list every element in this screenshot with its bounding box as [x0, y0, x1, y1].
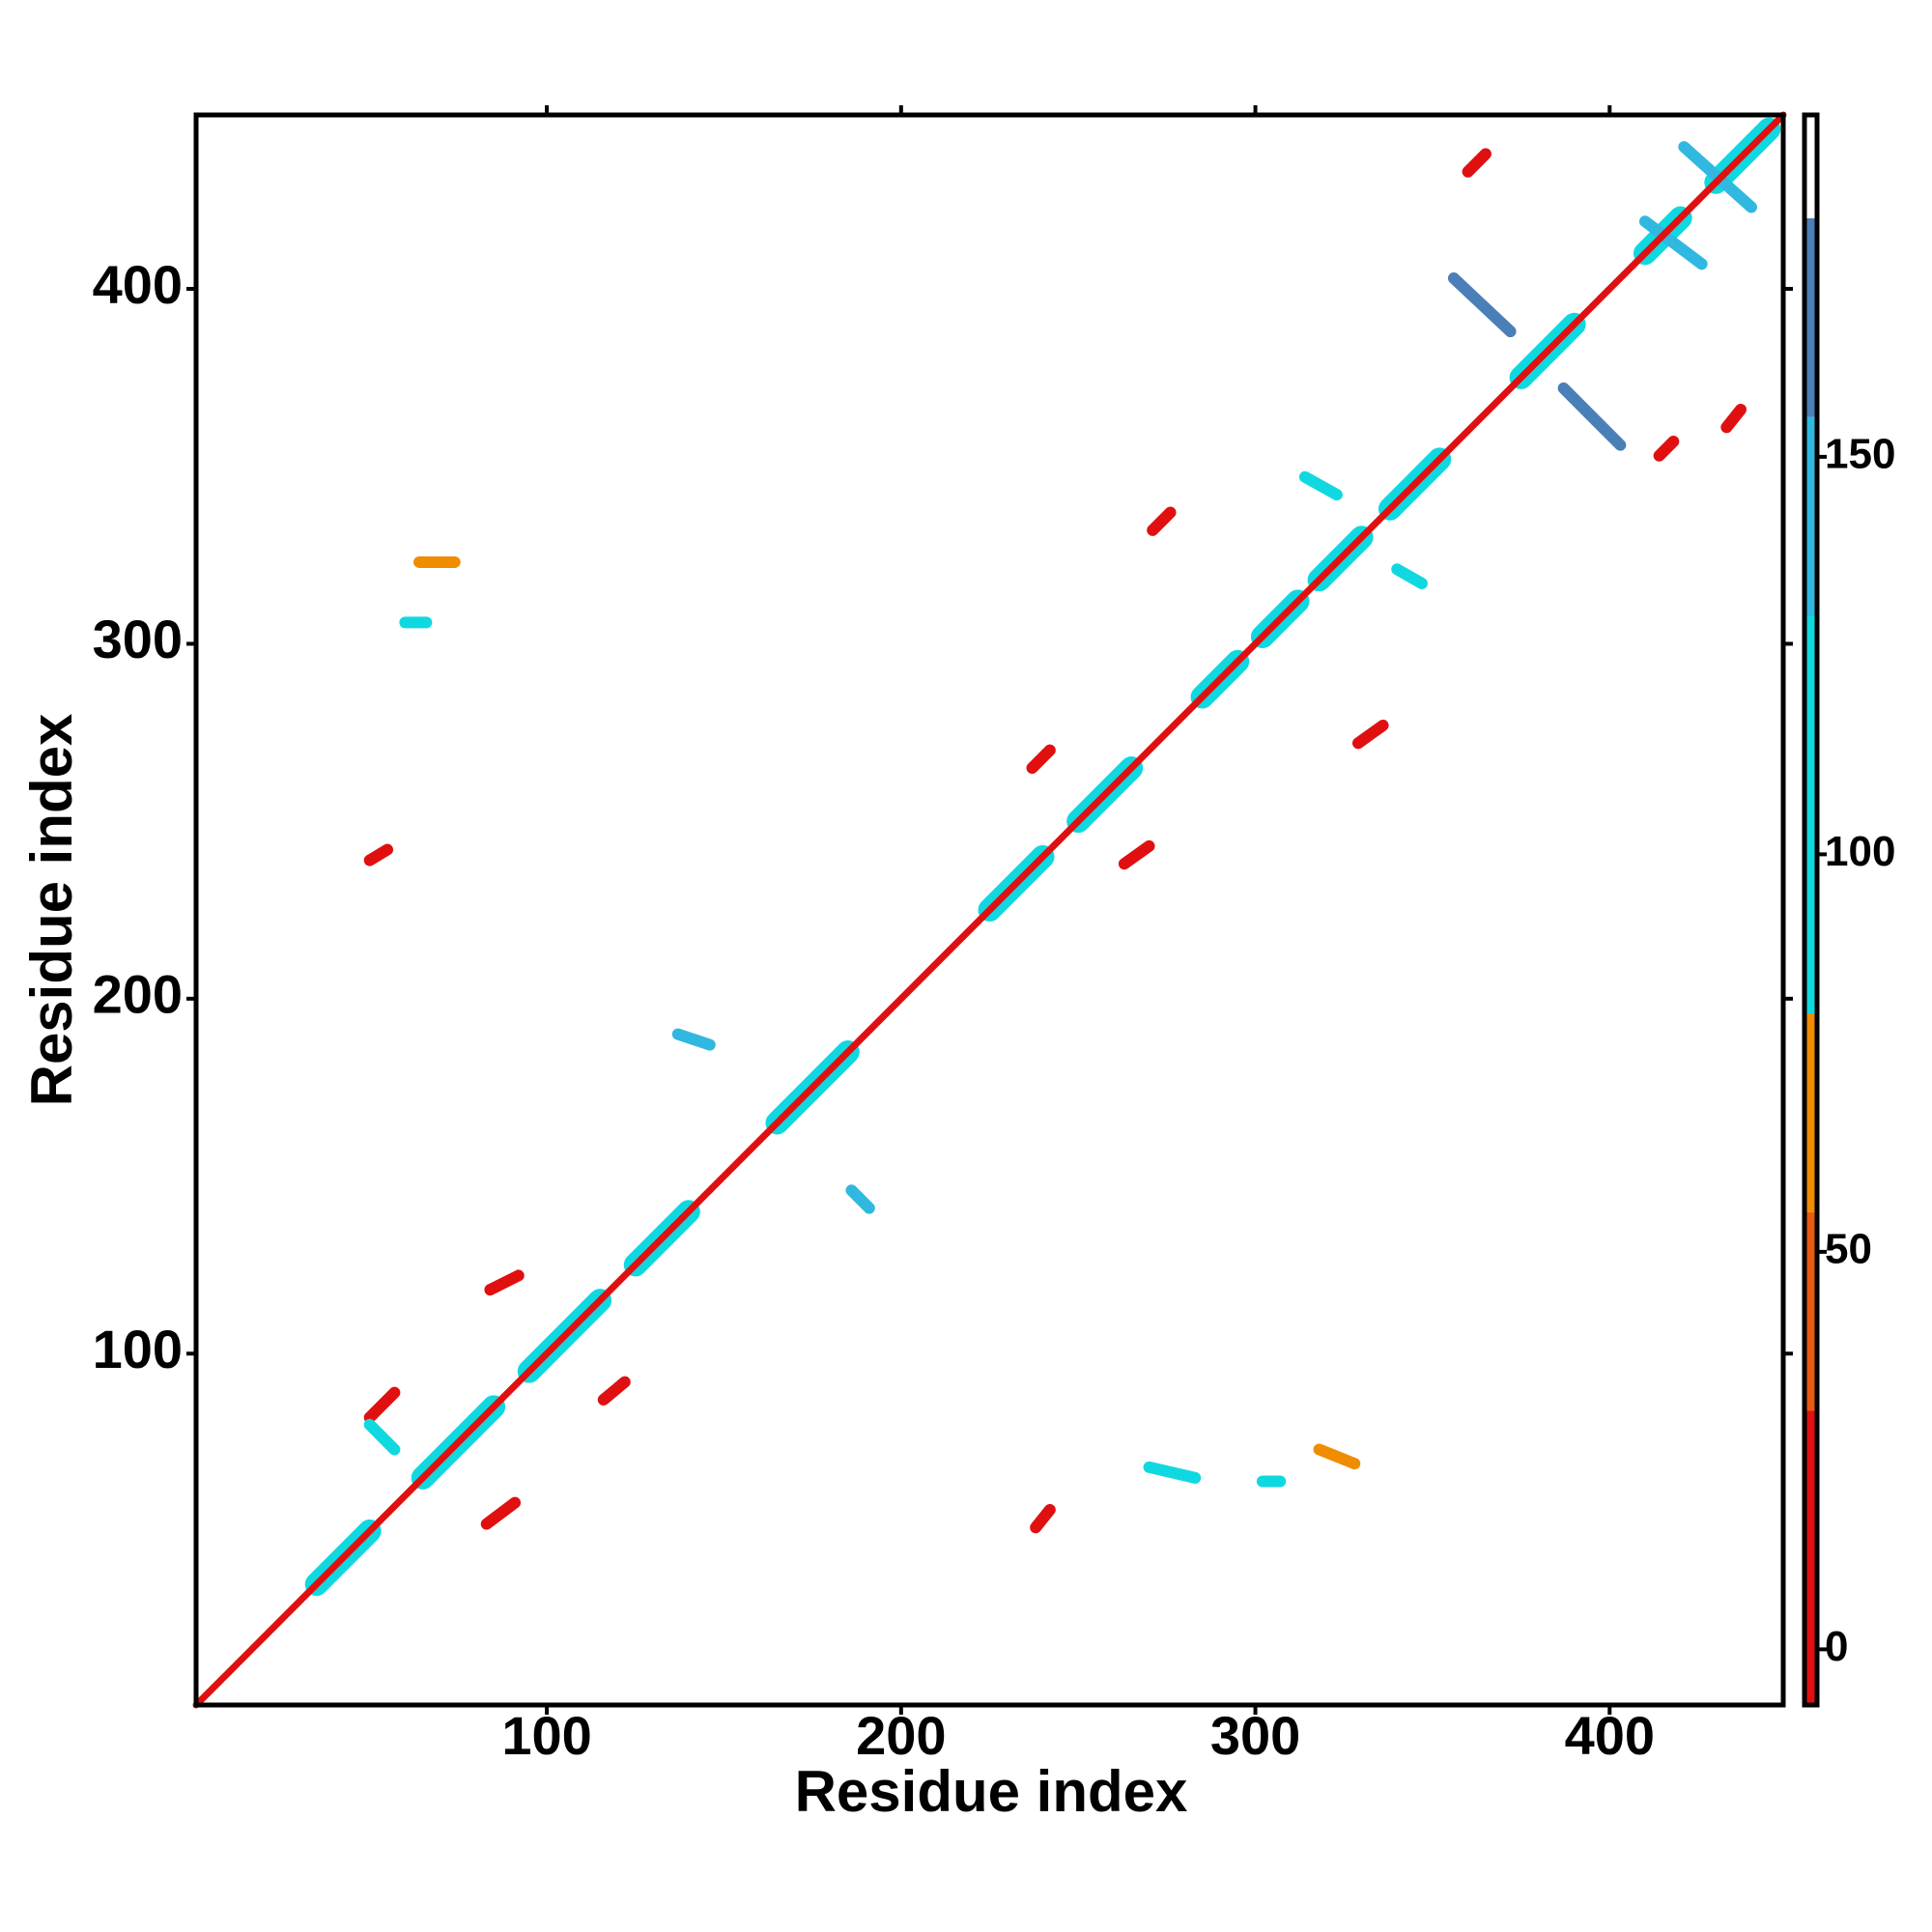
colorbar-tick-label: 150	[1825, 431, 1895, 478]
contact	[1391, 563, 1428, 589]
diagonal	[192, 111, 1787, 1709]
contact	[1638, 215, 1708, 270]
x-tick-label: 400	[1565, 1705, 1655, 1766]
contact	[484, 1269, 525, 1296]
x-tick-label: 300	[1210, 1705, 1300, 1766]
contact	[597, 1376, 631, 1406]
contact	[480, 1496, 522, 1530]
contact	[1557, 382, 1627, 451]
y-tick-label: 100	[93, 1319, 183, 1379]
colorbar-segment	[1804, 1211, 1817, 1411]
contact	[1147, 506, 1177, 536]
contact	[1030, 1503, 1056, 1534]
contact	[1462, 148, 1492, 178]
contact	[1313, 1443, 1361, 1470]
colorbar-tick-label: 100	[1825, 828, 1895, 875]
contact	[1720, 403, 1747, 434]
y-tick-label: 200	[93, 964, 183, 1025]
y-tick-label: 300	[93, 609, 183, 669]
contact	[1447, 272, 1517, 338]
contact	[671, 1028, 716, 1051]
contact	[363, 1418, 401, 1456]
x-tick-label: 100	[501, 1705, 591, 1766]
contact	[363, 1386, 401, 1424]
colorbar-frame	[1802, 112, 1820, 1708]
colorbar-tick-label: 0	[1825, 1623, 1848, 1670]
colorbar-segment	[1804, 1012, 1817, 1212]
plot-frame	[193, 112, 1786, 1708]
contact	[1653, 436, 1680, 462]
colorbar-tick-label: 50	[1825, 1226, 1872, 1273]
colorbar-segment	[1804, 115, 1817, 218]
contact	[1298, 470, 1343, 501]
contact	[1026, 744, 1056, 775]
contact	[1351, 719, 1389, 750]
colorbar-segment	[1804, 217, 1817, 417]
contact	[1118, 839, 1155, 870]
contact	[845, 1184, 875, 1214]
colorbar-segment	[1804, 615, 1817, 1013]
x-axis-label: Residue index	[795, 1759, 1188, 1824]
contact	[363, 843, 394, 867]
colorbar-segment	[1804, 1410, 1817, 1705]
contact	[1143, 1461, 1202, 1484]
colorbar-segment	[1804, 416, 1817, 616]
x-tick-label: 200	[856, 1705, 946, 1766]
y-tick-label: 400	[93, 254, 183, 315]
y-axis-label: Residue index	[19, 714, 84, 1107]
